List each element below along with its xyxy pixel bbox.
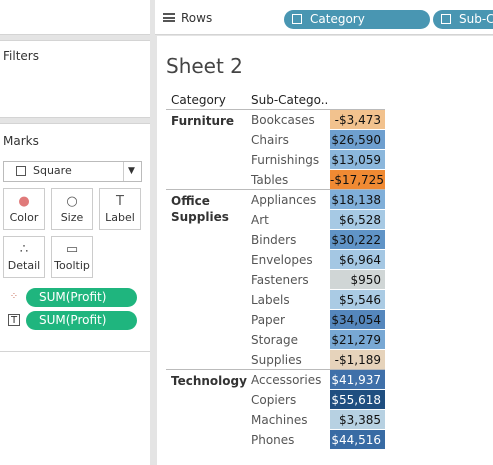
left-panel-bottom — [0, 352, 150, 465]
profit-cell: -$1,189 — [330, 350, 385, 369]
profit-cell: -$17,725 — [330, 170, 385, 189]
button-label: Detail — [7, 259, 41, 272]
rows-icon — [163, 13, 175, 22]
profit-cell: $30,222 — [330, 230, 385, 249]
button-icon: ▭ — [65, 242, 79, 257]
profit-cell: $41,937 — [330, 370, 385, 389]
profit-cell: $55,618 — [330, 390, 385, 409]
pill-text: Sub-Category — [459, 12, 493, 26]
column-header: Sub-Catego.. — [251, 93, 329, 107]
mark-type-dropdown[interactable]: Square ▼ — [3, 161, 142, 182]
button-icon: ○ — [66, 194, 78, 209]
button-label: Color — [9, 211, 39, 224]
sub-category: Binders — [251, 233, 297, 247]
sub-category: Bookcases — [251, 113, 315, 127]
field-icon: T — [8, 314, 20, 326]
sheet: Sheet 2 Category Sub-Catego.. Furniture Boo… — [157, 36, 493, 465]
sub-category: Copiers — [251, 393, 297, 407]
profit-cell: $5,546 — [330, 290, 385, 309]
category: Office Supplies — [171, 194, 229, 224]
sub-category: Machines — [251, 413, 308, 427]
sub-category: Supplies — [251, 353, 302, 367]
sub-category: Storage — [251, 333, 298, 347]
sub-category: Appliances — [251, 193, 317, 207]
field-icon: ⁘ — [9, 291, 19, 302]
sheet-title: Sheet 2 — [166, 54, 243, 78]
filters-title: Filters — [3, 49, 39, 63]
shelf-pill[interactable]: Category — [284, 10, 430, 29]
profit-cell: $13,059 — [330, 150, 385, 169]
filters-panel[interactable]: Filters — [0, 40, 150, 118]
profit-cell: $6,964 — [330, 250, 385, 269]
pill-text: Category — [310, 12, 365, 26]
button-label: Tooltip — [54, 259, 90, 272]
sub-category: Paper — [251, 313, 285, 327]
group-rule — [166, 369, 385, 370]
sub-category: Art — [251, 213, 269, 227]
category: Technology — [171, 374, 247, 388]
marks-button[interactable]: ∴ Detail — [3, 236, 45, 278]
dropdown-arrow: ▼ — [123, 162, 139, 181]
divider — [150, 35, 156, 465]
marks-title: Marks — [3, 134, 39, 148]
marks-panel: Marks Square ▼ ● Color ○ Size T Label ∴ Detail ▭… — [0, 123, 150, 352]
pages-panel — [0, 0, 150, 35]
marks-button[interactable]: ● Color — [3, 188, 45, 230]
profit-cell: $26,590 — [330, 130, 385, 149]
marks-button[interactable]: ○ Size — [51, 188, 93, 230]
profit-cell: $18,138 — [330, 190, 385, 209]
button-label: Size — [60, 211, 84, 224]
category: Furniture — [171, 114, 235, 128]
profit-cell: $21,279 — [330, 330, 385, 349]
rows-label: Rows — [181, 11, 213, 25]
group-rule — [166, 189, 385, 190]
sub-category: Phones — [251, 433, 295, 447]
button-icon: T — [116, 194, 124, 209]
profit-cell: $950 — [330, 270, 385, 289]
collapse-icon — [441, 14, 451, 24]
collapse-icon — [292, 14, 302, 24]
profit-cell: $6,528 — [330, 210, 385, 229]
sub-category: Furnishings — [251, 153, 320, 167]
shelf-pill[interactable]: Sub-Category — [433, 10, 493, 29]
button-icon: ● — [18, 194, 30, 209]
profit-cell: $44,516 — [330, 430, 385, 449]
sub-category: Fasteners — [251, 273, 309, 287]
column-header: Category — [171, 93, 226, 107]
button-icon: ∴ — [19, 242, 29, 257]
field-pill[interactable]: SUM(Profit) — [26, 311, 137, 330]
profit-cell: -$3,473 — [330, 110, 385, 129]
sub-category: Accessories — [251, 373, 322, 387]
header-rule — [166, 109, 385, 110]
sub-category: Labels — [251, 293, 290, 307]
profit-cell: $34,054 — [330, 310, 385, 329]
marks-button[interactable]: T Label — [99, 188, 141, 230]
square-icon — [16, 166, 26, 176]
rows-shelf[interactable]: Rows Category Sub-Category — [155, 0, 493, 35]
sub-category: Envelopes — [251, 253, 313, 267]
field-pill[interactable]: SUM(Profit) — [26, 288, 137, 307]
marks-button[interactable]: ▭ Tooltip — [51, 236, 93, 278]
profit-cell: $3,385 — [330, 410, 385, 429]
mark-type: Square — [33, 164, 72, 177]
button-label: Label — [105, 211, 135, 224]
sub-category: Tables — [251, 173, 289, 187]
sub-category: Chairs — [251, 133, 289, 147]
